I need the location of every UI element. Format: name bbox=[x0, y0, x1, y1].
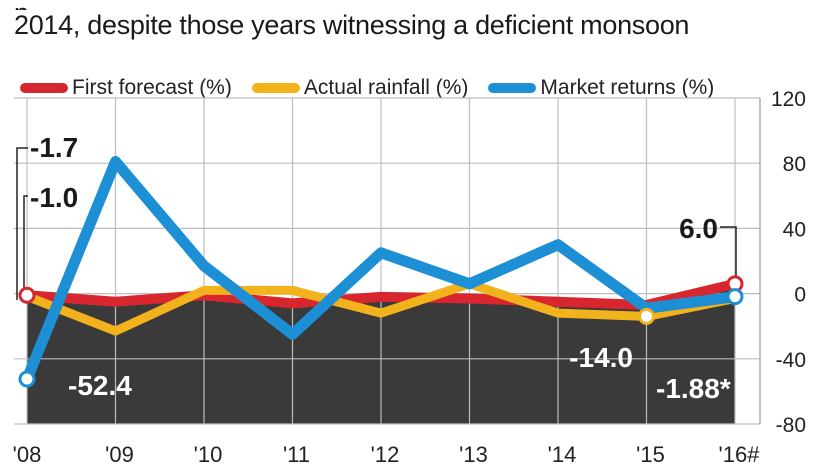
x-tick-label: '09 bbox=[105, 442, 134, 465]
data-point-marker bbox=[18, 370, 36, 388]
annotation-rainfall-15: -14.0 bbox=[569, 342, 633, 373]
legend-item-actual-rainfall: Actual rainfall (%) bbox=[251, 76, 469, 100]
data-point-marker bbox=[638, 307, 655, 325]
legend-item-first-forecast: First forecast (%) bbox=[20, 76, 232, 100]
data-point-marker bbox=[18, 286, 36, 304]
annotation-market-16: -1.88* bbox=[656, 373, 731, 404]
chart-legend: First forecast (%) Actual rainfall (%) M… bbox=[20, 76, 714, 100]
y-tick-label: -40 bbox=[776, 349, 806, 372]
data-point-marker bbox=[726, 288, 744, 306]
annotation-leader bbox=[16, 147, 28, 300]
series-line bbox=[22, 279, 740, 336]
chart-subtitle: p 2014, despite those years witnessing a… bbox=[14, 0, 814, 40]
series-line bbox=[21, 156, 741, 385]
subtitle-line-2: 2014, despite those years witnessing a d… bbox=[14, 10, 690, 40]
series-lines bbox=[21, 156, 741, 385]
annotation-market-08: -52.4 bbox=[68, 370, 132, 401]
x-tick-label: '11 bbox=[283, 442, 310, 465]
annotation-first-forecast-08: -1.7 bbox=[30, 132, 78, 163]
annotation-rainfall-08: -1.0 bbox=[30, 182, 78, 213]
subtitle-line-1: p bbox=[14, 0, 814, 10]
y-tick-label: 120 bbox=[771, 88, 806, 111]
y-tick-label: 0 bbox=[794, 284, 806, 307]
gridlines bbox=[14, 97, 761, 425]
x-tick-label: '16# bbox=[719, 442, 761, 465]
y-tick-label: 80 bbox=[783, 153, 806, 176]
y-axis-ticks: 120 80 40 0 -40 -80 bbox=[771, 88, 806, 437]
legend-label-first-forecast: First forecast (%) bbox=[72, 76, 232, 99]
annotation-leader bbox=[720, 226, 737, 284]
x-tick-label: '08 bbox=[13, 442, 42, 465]
x-tick-label: '14 bbox=[548, 442, 577, 465]
legend-swatch-first-forecast bbox=[20, 83, 68, 93]
legend-item-market-returns: Market returns (%) bbox=[488, 76, 714, 100]
legend-swatch-actual-rainfall bbox=[251, 83, 300, 93]
annotation-leader bbox=[23, 195, 28, 300]
legend-label-actual-rainfall: Actual rainfall (%) bbox=[303, 76, 469, 99]
x-tick-label: '10 bbox=[194, 442, 223, 465]
y-tick-label: 40 bbox=[783, 218, 806, 241]
x-axis-ticks: '08 '09 '10 '11 '12 '13 '14 '15 '16# bbox=[13, 442, 761, 465]
point-markers bbox=[18, 275, 744, 388]
series-line bbox=[22, 278, 740, 311]
y-tick-label: -80 bbox=[776, 414, 806, 437]
legend-swatch-market-returns bbox=[488, 83, 537, 93]
x-tick-label: '12 bbox=[371, 442, 400, 465]
annotation-forecast-16: 6.0 bbox=[679, 213, 718, 244]
legend-label-market-returns: Market returns (%) bbox=[540, 76, 715, 99]
x-tick-label: '15 bbox=[636, 442, 665, 465]
data-annotations: -1.7 -1.0 -52.4 6.0 -14.0 -1.88* bbox=[30, 132, 731, 404]
x-tick-label: '13 bbox=[459, 442, 488, 465]
annotation-leaders bbox=[16, 147, 737, 300]
